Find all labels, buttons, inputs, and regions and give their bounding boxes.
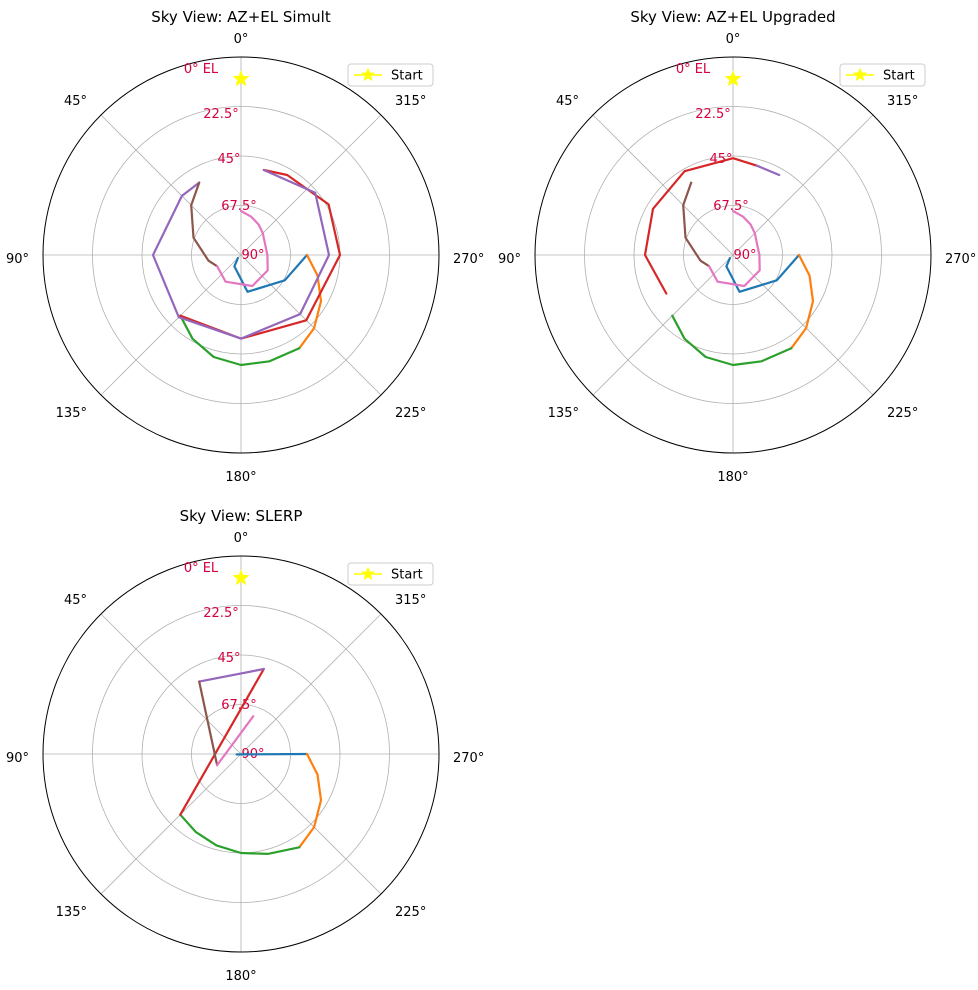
azimuth-tick-label: 225° bbox=[887, 406, 918, 421]
legend-frame bbox=[347, 562, 434, 586]
azimuth-tick-label: 180° bbox=[717, 470, 748, 485]
azimuth-tick-label: 270° bbox=[945, 252, 976, 267]
polar-frame bbox=[42, 555, 440, 953]
legend: Start bbox=[347, 562, 434, 586]
series-line-6 bbox=[198, 680, 219, 767]
circular-gridline bbox=[633, 155, 833, 355]
series-line-2 bbox=[298, 752, 323, 849]
azimuth-tick-label: 0° bbox=[726, 32, 741, 47]
azimuth-tick-label: 45° bbox=[64, 94, 87, 109]
azimuth-tick-label: 315° bbox=[395, 593, 426, 608]
legend-star-icon bbox=[360, 67, 376, 82]
azimuth-tick-label: 225° bbox=[395, 905, 426, 920]
legend: Start bbox=[839, 63, 926, 87]
series-line-3 bbox=[671, 314, 793, 367]
series-line-5 bbox=[198, 667, 265, 683]
elevation-tick-label: 45° bbox=[217, 651, 240, 666]
azimuth-tick-label: 180° bbox=[225, 969, 256, 984]
azimuth-tick-label: 135° bbox=[56, 406, 87, 421]
azimuth-tick-label: 315° bbox=[887, 94, 918, 109]
series-line-1 bbox=[725, 253, 801, 293]
azimuth-tick-label: 270° bbox=[453, 252, 484, 267]
azimuth-tick-label: 135° bbox=[56, 905, 87, 920]
circular-gridline bbox=[584, 106, 882, 404]
series-line-3 bbox=[179, 813, 301, 856]
azimuth-tick-label: 0° bbox=[234, 531, 249, 546]
chart-title: Sky View: AZ+EL Simult bbox=[151, 8, 331, 26]
elevation-tick-label: 90° bbox=[241, 248, 264, 263]
azimuth-tick-label: 45° bbox=[556, 94, 579, 109]
series-line-4 bbox=[179, 667, 265, 816]
legend-label: Start bbox=[883, 69, 915, 84]
elevation-tick-label: 67.5° bbox=[713, 199, 748, 214]
legend: Start bbox=[347, 63, 434, 87]
elevation-tick-label: 22.5° bbox=[203, 606, 238, 621]
series-line-6 bbox=[190, 181, 219, 268]
legend-star-icon bbox=[852, 67, 868, 82]
series-line-7 bbox=[216, 715, 255, 767]
polar-frame bbox=[534, 56, 932, 454]
azimuth-tick-label: 180° bbox=[225, 470, 256, 485]
start-marker bbox=[724, 70, 742, 87]
legend-star-icon bbox=[360, 566, 376, 581]
circular-gridline bbox=[683, 205, 783, 305]
azimuth-tick-label: 270° bbox=[453, 751, 484, 766]
azimuth-tick-label: 90° bbox=[6, 751, 29, 766]
azimuth-tick-label: 0° bbox=[234, 32, 249, 47]
azimuth-tick-label: 315° bbox=[395, 94, 426, 109]
legend-label: Start bbox=[391, 69, 423, 84]
series-line-5 bbox=[151, 168, 331, 340]
polar-plot-3: Sky View: SLERP 0° 45° 90° 135° 180° 225° 270° 3… bbox=[6, 507, 484, 984]
legend-label: Start bbox=[391, 568, 423, 583]
polar-plot-1: Sky View: AZ+EL Simult 0° 45° 90° 135° 180° 22… bbox=[6, 8, 484, 485]
elevation-tick-label: 90° bbox=[733, 248, 756, 263]
series-line-5 bbox=[755, 164, 781, 177]
chart-title: Sky View: SLERP bbox=[180, 507, 303, 525]
azimuth-tick-label: 225° bbox=[395, 406, 426, 421]
series-line-7 bbox=[216, 209, 269, 288]
chart-title: Sky View: AZ+EL Upgraded bbox=[630, 8, 835, 26]
elevation-tick-label: 67.5° bbox=[221, 199, 256, 214]
legend-frame bbox=[839, 63, 926, 87]
start-marker bbox=[232, 569, 250, 586]
elevation-tick-label: 0° EL bbox=[184, 561, 219, 576]
circular-gridline bbox=[191, 205, 291, 305]
elevation-tick-label: 67.5° bbox=[221, 698, 256, 713]
series-line-1 bbox=[233, 253, 309, 293]
legend-frame bbox=[347, 63, 434, 87]
polar-frame bbox=[42, 56, 440, 454]
elevation-tick-label: 0° EL bbox=[676, 62, 711, 77]
circular-gridline bbox=[92, 605, 390, 903]
azimuth-tick-label: 135° bbox=[548, 406, 579, 421]
azimuth-tick-label: 45° bbox=[64, 593, 87, 608]
series-line-2 bbox=[298, 253, 323, 350]
polar-plot-2: Sky View: AZ+EL Upgraded 0° 45° 90° 135° 180°… bbox=[498, 8, 976, 485]
series-line-7 bbox=[707, 209, 761, 288]
start-marker bbox=[232, 70, 250, 87]
series-line-2 bbox=[790, 253, 815, 350]
azimuth-tick-label: 90° bbox=[6, 252, 29, 267]
series-line-3 bbox=[179, 314, 301, 367]
series-line-4 bbox=[643, 157, 759, 295]
series-line-6 bbox=[682, 181, 711, 268]
elevation-tick-label: 22.5° bbox=[695, 107, 730, 122]
elevation-tick-label: 45° bbox=[217, 152, 240, 167]
circular-gridline bbox=[92, 106, 390, 404]
elevation-tick-label: 22.5° bbox=[203, 107, 238, 122]
azimuth-tick-label: 90° bbox=[498, 252, 521, 267]
elevation-tick-label: 0° EL bbox=[184, 62, 219, 77]
